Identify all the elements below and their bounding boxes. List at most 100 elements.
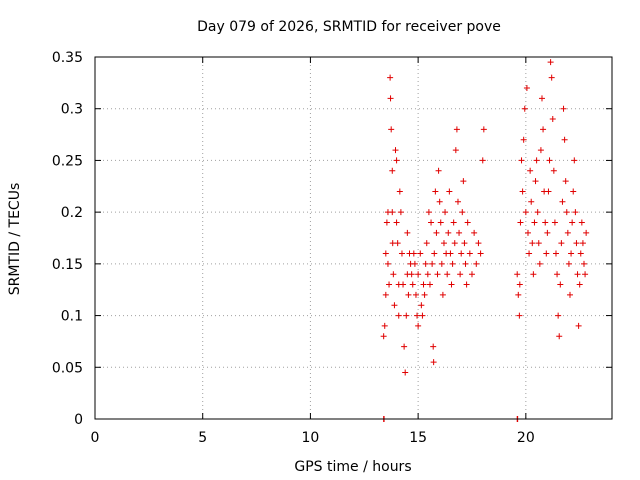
data-point bbox=[518, 157, 525, 164]
data-point bbox=[434, 271, 441, 278]
data-point bbox=[580, 260, 587, 267]
data-point bbox=[461, 240, 468, 247]
y-tick-label: 0.15 bbox=[52, 257, 83, 273]
data-point bbox=[381, 322, 388, 329]
data-point bbox=[463, 281, 470, 288]
plot-frame bbox=[94, 56, 613, 420]
data-point bbox=[398, 250, 405, 257]
data-point bbox=[393, 157, 400, 164]
data-point bbox=[396, 188, 403, 195]
data-point bbox=[555, 312, 562, 319]
data-point bbox=[392, 147, 399, 154]
data-point bbox=[538, 95, 545, 102]
data-point bbox=[572, 209, 579, 216]
data-point bbox=[431, 250, 438, 257]
data-point bbox=[388, 126, 395, 133]
data-point bbox=[402, 369, 409, 376]
data-point bbox=[457, 271, 464, 278]
data-point bbox=[382, 250, 389, 257]
data-point bbox=[522, 209, 529, 216]
data-point bbox=[517, 219, 524, 226]
data-point bbox=[466, 250, 473, 257]
data-point bbox=[415, 322, 422, 329]
data-point bbox=[387, 74, 394, 81]
data-point bbox=[468, 271, 475, 278]
data-point bbox=[437, 219, 444, 226]
data-point bbox=[432, 188, 439, 195]
data-point bbox=[389, 167, 396, 174]
data-point bbox=[464, 219, 471, 226]
data-point bbox=[454, 198, 461, 205]
data-point bbox=[521, 105, 528, 112]
data-point bbox=[447, 250, 454, 257]
data-point bbox=[473, 260, 480, 267]
data-point bbox=[566, 291, 573, 298]
data-point bbox=[544, 229, 551, 236]
data-point bbox=[384, 260, 391, 267]
data-point bbox=[575, 322, 582, 329]
data-point bbox=[440, 240, 447, 247]
data-point bbox=[411, 260, 418, 267]
data-point bbox=[450, 219, 457, 226]
data-point bbox=[408, 271, 415, 278]
data-point bbox=[415, 271, 422, 278]
data-point bbox=[523, 85, 530, 92]
data-point bbox=[426, 281, 433, 288]
data-point bbox=[569, 219, 576, 226]
grid-lines bbox=[95, 57, 612, 419]
data-point bbox=[480, 126, 487, 133]
data-point bbox=[568, 250, 575, 257]
data-point bbox=[417, 250, 424, 257]
data-point bbox=[564, 229, 571, 236]
data-point bbox=[428, 219, 435, 226]
chart-title: Day 079 of 2026, SRMTID for receiver pov… bbox=[197, 19, 501, 35]
data-point bbox=[526, 250, 533, 257]
data-point bbox=[528, 198, 535, 205]
data-point bbox=[419, 312, 426, 319]
data-point bbox=[563, 209, 570, 216]
data-point bbox=[514, 271, 521, 278]
data-point bbox=[552, 250, 559, 257]
data-point bbox=[394, 240, 401, 247]
data-point bbox=[524, 229, 531, 236]
data-point bbox=[477, 250, 484, 257]
data-point bbox=[531, 219, 538, 226]
data-point bbox=[449, 260, 456, 267]
data-point bbox=[395, 312, 402, 319]
data-point bbox=[453, 126, 460, 133]
data-point bbox=[583, 229, 590, 236]
data-point bbox=[570, 188, 577, 195]
data-point bbox=[425, 209, 432, 216]
data-point bbox=[412, 291, 419, 298]
data-point bbox=[577, 250, 584, 257]
data-point bbox=[458, 250, 465, 257]
data-point bbox=[519, 188, 526, 195]
data-point bbox=[390, 271, 397, 278]
y-tick-label: 0.3 bbox=[61, 102, 83, 118]
data-point bbox=[547, 59, 554, 66]
x-axis-label: GPS time / hours bbox=[294, 459, 411, 475]
data-point bbox=[561, 136, 568, 143]
data-point bbox=[557, 281, 564, 288]
data-point bbox=[529, 240, 536, 247]
data-point bbox=[456, 229, 463, 236]
data-point bbox=[582, 271, 589, 278]
data-point bbox=[530, 271, 537, 278]
data-point bbox=[429, 260, 436, 267]
data-point bbox=[571, 157, 578, 164]
data-point bbox=[516, 281, 523, 288]
y-axis-label: SRMTID / TECUs bbox=[7, 183, 23, 296]
y-tick-label: 0.05 bbox=[52, 360, 83, 376]
data-point bbox=[471, 229, 478, 236]
data-point bbox=[405, 291, 412, 298]
data-point bbox=[574, 271, 581, 278]
data-point bbox=[380, 333, 387, 340]
data-point bbox=[516, 312, 523, 319]
data-point bbox=[397, 209, 404, 216]
data-point bbox=[515, 291, 522, 298]
data-point bbox=[424, 271, 431, 278]
data-point bbox=[548, 74, 555, 81]
data-point bbox=[433, 229, 440, 236]
data-point bbox=[423, 240, 430, 247]
